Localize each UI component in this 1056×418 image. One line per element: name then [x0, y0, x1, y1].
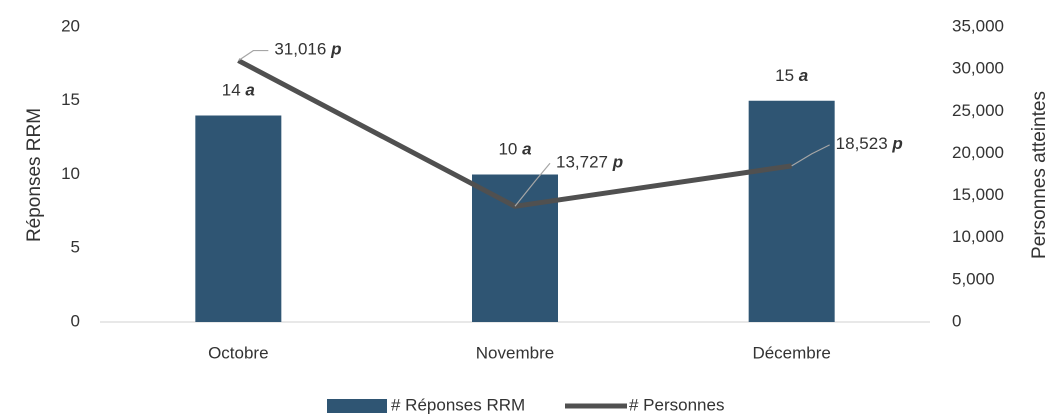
- y2-tick-label: 20,000: [952, 143, 1004, 162]
- line-value-label: 18,523 p: [836, 134, 903, 153]
- y2-tick-label: 5,000: [952, 269, 995, 288]
- leader-line: [238, 49, 269, 62]
- line-value-label: 31,016 p: [274, 40, 341, 59]
- y-tick-label: 20: [61, 16, 80, 35]
- x-tick-label: Décembre: [752, 343, 830, 362]
- y-tick-label: 0: [71, 311, 80, 330]
- bar: [748, 100, 835, 322]
- y2-tick-label: 35,000: [952, 16, 1004, 35]
- x-tick-label: Octobre: [208, 343, 268, 362]
- line-value-label: 13,727 p: [556, 153, 623, 172]
- y2-tick-label: 0: [952, 311, 961, 330]
- y2-tick-label: 15,000: [952, 185, 1004, 204]
- bar-value-label: 10 a: [498, 140, 531, 159]
- y2-tick-label: 30,000: [952, 59, 1004, 78]
- y-tick-label: 15: [61, 90, 80, 109]
- x-tick-label: Novembre: [476, 343, 554, 362]
- y2-tick-label: 10,000: [952, 227, 1004, 246]
- y-tick-label: 10: [61, 164, 80, 183]
- y2-axis-label: Personnes atteintes: [1029, 91, 1050, 259]
- leader-line: [514, 162, 551, 207]
- y2-tick-label: 25,000: [952, 101, 1004, 120]
- bar-value-label: 14 a: [222, 81, 255, 100]
- y-tick-label: 5: [71, 238, 80, 257]
- leader-line: [791, 144, 830, 167]
- y-axis-label: Réponses RRM: [24, 108, 45, 242]
- legend-label: # Personnes: [629, 395, 724, 414]
- bar: [195, 115, 282, 322]
- bar-value-label: 15 a: [775, 66, 808, 85]
- legend-label: # Réponses RRM: [391, 395, 525, 414]
- legend-swatch: [327, 399, 387, 413]
- bar: [472, 174, 558, 322]
